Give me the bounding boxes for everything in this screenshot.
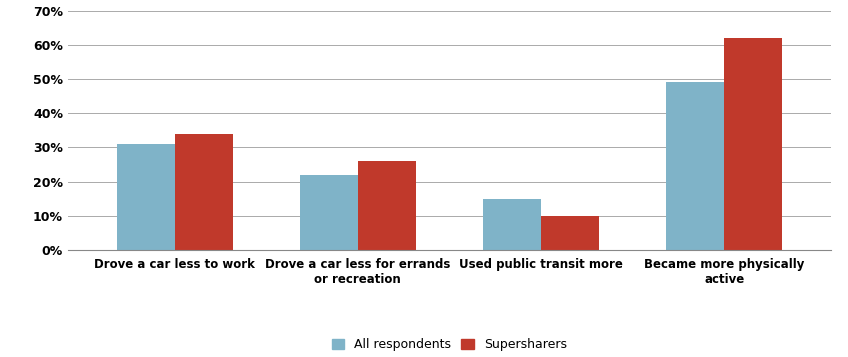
Bar	[358, 161, 416, 250]
Bar	[667, 82, 724, 250]
Bar	[117, 144, 175, 250]
Bar	[300, 175, 358, 250]
Bar	[541, 216, 599, 250]
Bar	[483, 198, 541, 250]
Legend: All respondents, Supersharers: All respondents, Supersharers	[332, 338, 567, 351]
Bar	[724, 38, 782, 250]
Bar	[175, 134, 232, 250]
